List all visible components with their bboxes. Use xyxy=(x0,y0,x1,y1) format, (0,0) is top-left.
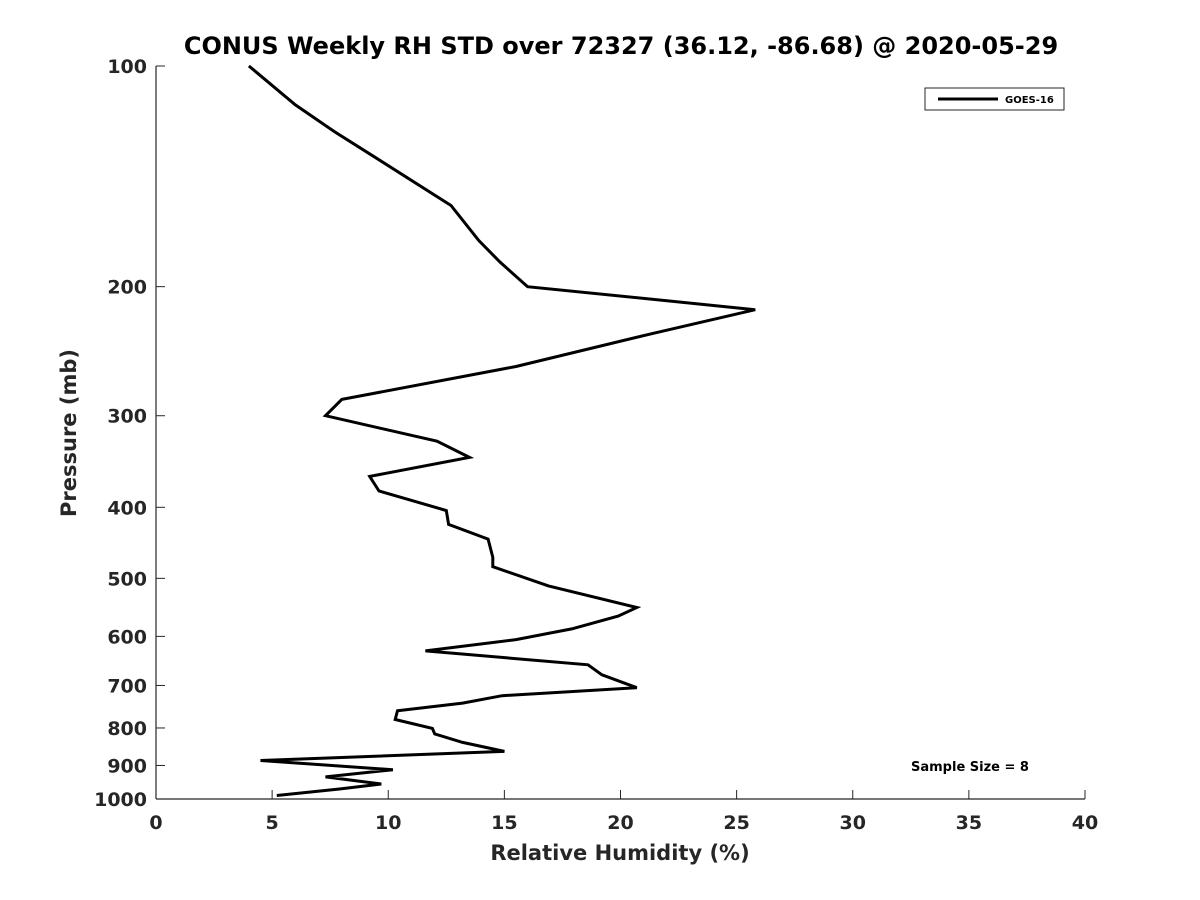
y-tick-label: 600 xyxy=(107,626,147,648)
y-tick-label: 1000 xyxy=(94,789,147,811)
x-tick-label: 10 xyxy=(375,812,401,834)
legend: GOES-16 xyxy=(924,87,1065,111)
y-tick-label: 500 xyxy=(107,568,147,590)
y-ticks: 100 200 300 400 500 600 700 800 900 1000 xyxy=(94,56,165,811)
plot-area: 0 5 10 15 20 25 30 35 40 100 200 300 400 500 600 700 80… xyxy=(94,56,1098,834)
x-tick-label: 30 xyxy=(840,812,866,834)
x-axis-label: Relative Humidity (%) xyxy=(490,841,749,865)
sample-size-annotation: Sample Size = 8 xyxy=(911,760,1029,775)
x-tick-label: 35 xyxy=(956,812,982,834)
x-tick-label: 25 xyxy=(723,812,749,834)
series-line-goes-16 xyxy=(247,64,756,797)
x-tick-label: 5 xyxy=(266,812,279,834)
y-tick-label: 800 xyxy=(107,718,147,740)
y-tick-label: 100 xyxy=(107,56,147,78)
y-tick-label: 700 xyxy=(107,675,147,697)
x-tick-label: 20 xyxy=(607,812,633,834)
y-tick-label: 400 xyxy=(107,497,147,519)
chart-title: CONUS Weekly RH STD over 72327 (36.12, -… xyxy=(184,32,1058,60)
legend-label-goes-16: GOES-16 xyxy=(1005,95,1054,106)
y-axis-label: Pressure (mb) xyxy=(57,349,81,517)
series-layer xyxy=(247,64,756,797)
x-tick-label: 40 xyxy=(1072,812,1098,834)
x-ticks: 0 5 10 15 20 25 30 35 40 xyxy=(149,790,1098,834)
x-tick-label: 15 xyxy=(491,812,517,834)
x-tick-label: 0 xyxy=(149,812,162,834)
y-tick-label: 900 xyxy=(107,755,147,777)
y-tick-label: 300 xyxy=(107,406,147,428)
y-tick-label: 200 xyxy=(107,277,147,299)
